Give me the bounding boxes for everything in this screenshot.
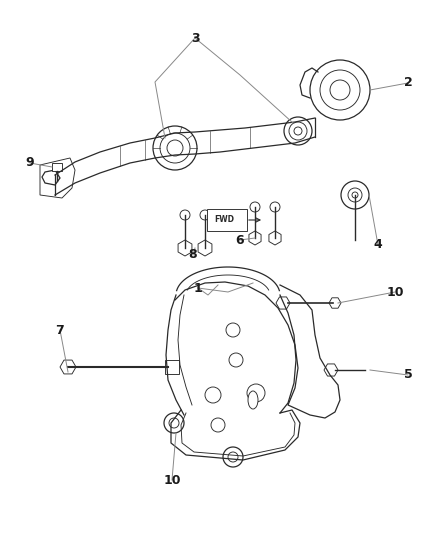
Circle shape: [352, 192, 358, 198]
Ellipse shape: [248, 391, 258, 409]
Text: 5: 5: [404, 368, 412, 382]
Circle shape: [247, 384, 265, 402]
FancyBboxPatch shape: [165, 360, 179, 374]
FancyBboxPatch shape: [52, 163, 62, 171]
Text: 9: 9: [26, 157, 34, 169]
Circle shape: [169, 418, 179, 428]
Circle shape: [270, 202, 280, 212]
Circle shape: [211, 418, 225, 432]
Text: 8: 8: [189, 248, 197, 262]
Circle shape: [228, 452, 238, 462]
Circle shape: [223, 447, 243, 467]
Circle shape: [205, 387, 221, 403]
Text: 3: 3: [191, 31, 199, 44]
Text: FWD: FWD: [214, 215, 234, 224]
Text: 10: 10: [163, 473, 181, 487]
Text: 6: 6: [236, 233, 244, 246]
Text: 2: 2: [404, 77, 412, 90]
Text: 1: 1: [194, 281, 202, 295]
FancyBboxPatch shape: [207, 209, 247, 231]
Text: 7: 7: [56, 324, 64, 336]
Circle shape: [341, 181, 369, 209]
Circle shape: [226, 323, 240, 337]
Circle shape: [250, 202, 260, 212]
Text: 4: 4: [374, 238, 382, 252]
Text: 10: 10: [386, 286, 404, 298]
Circle shape: [348, 188, 362, 202]
Circle shape: [180, 210, 190, 220]
Circle shape: [200, 210, 210, 220]
Circle shape: [164, 413, 184, 433]
Circle shape: [229, 353, 243, 367]
